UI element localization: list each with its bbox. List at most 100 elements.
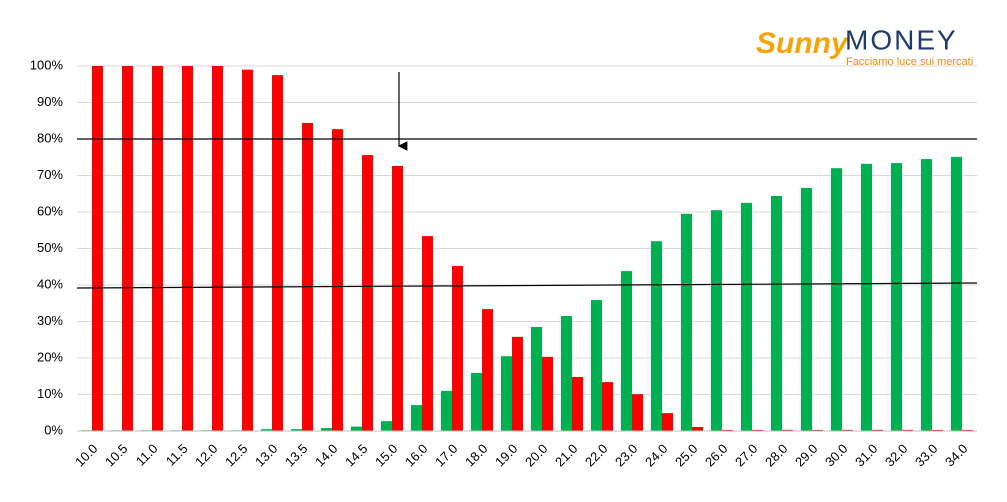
y-tick-label: 100% [30,57,64,72]
bar [212,66,223,431]
x-tick-label: 12.0 [192,441,221,470]
bar [411,405,422,431]
x-tick-label: 28.0 [762,441,791,470]
x-tick-label: 32.0 [882,441,911,470]
x-tick-label: 13.0 [252,441,281,470]
bar [531,326,542,431]
bar [422,236,433,431]
bar [351,426,362,431]
bar [512,336,523,431]
x-tick-label: 10.0 [72,441,101,470]
x-tick-label: 17.0 [432,441,461,470]
y-tick-label: 60% [37,203,63,218]
x-tick-label: 19.0 [492,441,521,470]
x-tick-label: 18.0 [462,441,491,470]
bar [242,69,253,432]
x-tick-label: 26.0 [702,441,731,470]
x-tick-label: 11.0 [133,441,161,469]
x-tick-label: 25.0 [672,441,701,470]
bar [261,429,272,431]
x-tick-label: 11.5 [163,441,191,469]
bar [291,429,302,431]
bar [902,429,913,431]
y-tick-label: 0% [44,422,63,437]
bar [602,382,613,431]
x-tick-label: 22.0 [582,441,611,470]
bar [182,66,193,431]
plot-area: 0% 10% 20% 30% 40% 50% 60% 70% 80% 90% 100% 10.0 10.… [30,57,977,469]
bar [872,429,883,431]
x-tick-label: 23.0 [612,441,641,470]
x-tick-label: 34.0 [942,441,971,470]
bar [921,159,932,431]
bar [812,429,823,431]
bar [891,163,902,431]
x-tick-label: 16.0 [402,441,431,470]
logo-name: MONEY [845,24,958,55]
x-tick-label: 31.0 [852,441,881,470]
bar [381,421,392,431]
bar [441,390,452,431]
x-tick-label: 29.0 [792,441,821,470]
bar [782,429,793,431]
bar [542,356,553,431]
x-tick-label: 21.0 [552,441,581,470]
y-tick-label: 90% [37,94,63,109]
bar [122,66,133,431]
bar [632,394,643,431]
bar [471,372,482,431]
bar [651,241,662,431]
bar [591,299,602,431]
bar [752,429,763,431]
x-tick-label: 20.0 [522,441,551,470]
bar [561,316,572,431]
x-tick-label: 14.5 [342,441,371,470]
bar [302,122,313,431]
x-tick-label: 15.0 [372,441,401,470]
x-tick-label: 13.5 [282,441,311,470]
x-tick-label: 30.0 [822,441,851,470]
bar [722,429,733,431]
bar [501,356,512,431]
y-tick-label: 70% [37,167,63,182]
logo-tagline: Facciamo luce sui mercati [846,56,973,68]
bar [662,413,673,431]
bar [572,376,583,431]
x-tick-label: 10.5 [102,441,131,470]
bar [152,66,163,431]
x-tick-label: 12.5 [222,441,251,470]
bar [92,66,103,431]
bar [711,210,722,431]
bar [681,213,692,431]
bar [951,156,962,431]
x-tick-label: 27.0 [732,441,761,470]
y-tick-label: 10% [37,386,63,401]
bar [861,163,872,431]
bar [801,187,812,431]
bar [842,429,853,431]
bar [482,309,493,431]
y-tick-label: 40% [37,276,63,291]
y-tick-label: 20% [37,349,63,364]
bar [272,75,283,431]
x-tick-label: 24.0 [642,441,671,470]
bar [932,429,943,431]
y-tick-label: 80% [37,130,63,145]
bar [771,195,782,431]
x-tick-label: 33.0 [912,441,941,470]
bar [452,266,463,431]
x-tick-label: 14.0 [312,441,341,470]
logo-brand: Sunny [756,27,849,60]
bar [741,202,752,431]
bar [321,428,332,431]
bar [362,155,373,431]
bar [621,271,632,431]
bar [831,168,842,431]
bar [332,129,343,431]
y-tick-label: 30% [37,313,63,328]
y-tick-label: 50% [37,240,63,255]
bar [962,429,973,431]
bar [392,166,403,431]
